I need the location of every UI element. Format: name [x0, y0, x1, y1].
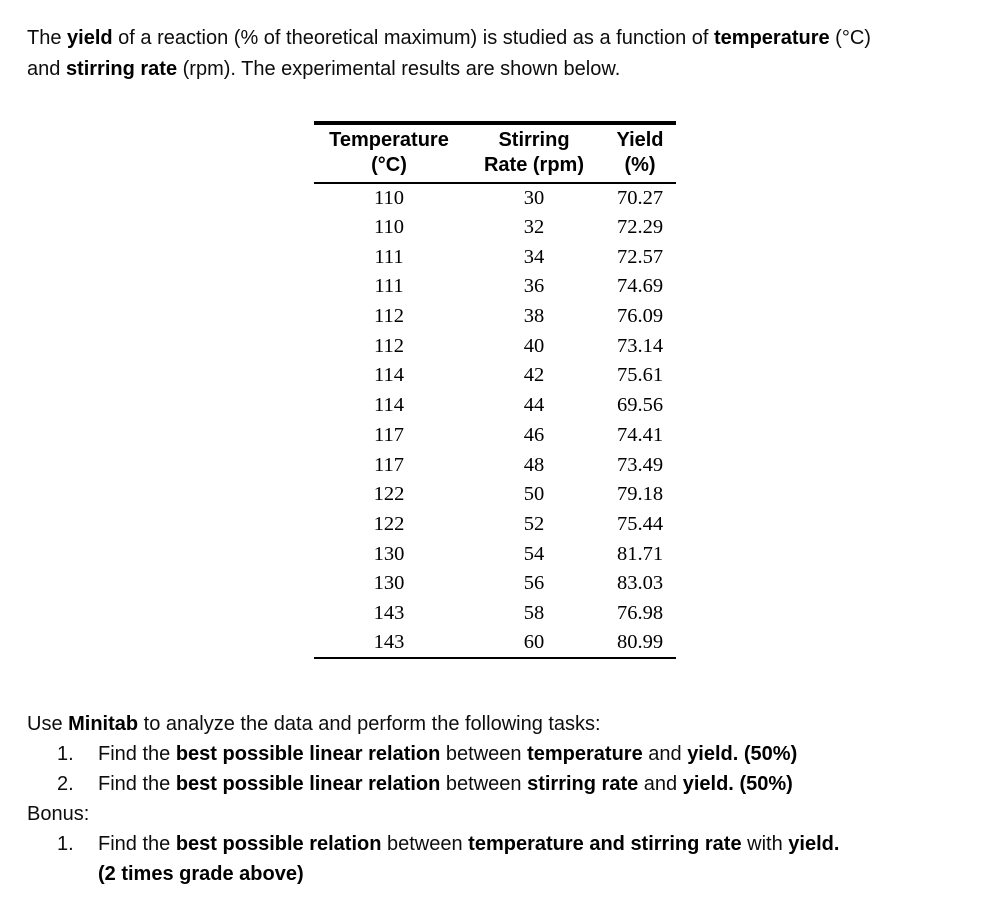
table-row: 117 48 73.49 — [314, 450, 676, 480]
table-cell: 122 — [373, 483, 405, 506]
table-cell: 112 — [374, 305, 404, 328]
column-header-temperature-line1: Temperature — [329, 129, 449, 151]
table-row: 122 50 79.18 — [314, 480, 676, 510]
task-item-1-text: Find the best possible linear relation b… — [98, 743, 798, 765]
bonus-item-1: 1. Find the best possible relation betwe… — [27, 829, 982, 889]
task-item-2-text: Find the best possible linear relation b… — [98, 773, 793, 795]
table-cell: 111 — [374, 275, 404, 298]
table-cell: 110 — [374, 186, 404, 209]
table-cell: 34 — [523, 245, 545, 268]
column-header-stirring-rate-line1: Stirring — [498, 129, 570, 151]
table-cell: 83.03 — [616, 572, 664, 595]
tasks-section: Use Minitab to analyze the data and perf… — [27, 709, 982, 889]
table-header-row: Temperature (°C) Stirring Rate (rpm) Yie… — [314, 123, 676, 183]
table-cell: 112 — [374, 334, 404, 357]
table-row: 114 44 69.56 — [314, 391, 676, 421]
table-header: Temperature (°C) Stirring Rate (rpm) Yie… — [314, 123, 676, 183]
table-cell: 74.69 — [616, 275, 664, 298]
column-header-yield: Yield (%) — [604, 123, 676, 183]
table-cell: 44 — [523, 394, 545, 417]
bonus-item-1-text: Find the best possible relation between … — [98, 829, 982, 889]
column-header-yield-line1: Yield — [616, 129, 664, 151]
table-cell: 143 — [373, 601, 405, 624]
table-cell: 80.99 — [616, 631, 664, 654]
task-item-2: 2. Find the best possible linear relatio… — [27, 769, 982, 799]
table-cell: 38 — [523, 305, 545, 328]
intro-line-1: The yield of a reaction (% of theoretica… — [27, 27, 871, 49]
table-cell: 56 — [523, 572, 545, 595]
task-item-1: 1. Find the best possible linear relatio… — [27, 739, 982, 769]
table-cell: 117 — [374, 423, 404, 446]
table-cell: 60 — [523, 631, 545, 654]
table-cell: 50 — [523, 483, 545, 506]
table-cell: 76.09 — [616, 305, 664, 328]
table-cell: 130 — [373, 542, 405, 565]
table-cell: 114 — [374, 394, 404, 417]
table-cell: 32 — [523, 216, 545, 239]
column-header-temperature: Temperature (°C) — [314, 123, 464, 183]
bonus-label: Bonus: — [27, 803, 90, 825]
table-cell: 130 — [373, 572, 405, 595]
column-header-stirring-rate-line2: Rate (rpm) — [483, 154, 584, 176]
table-row: 112 38 76.09 — [314, 302, 676, 332]
table-cell: 46 — [523, 423, 545, 446]
table-cell: 75.61 — [616, 364, 664, 387]
table-cell: 73.49 — [616, 453, 664, 476]
column-header-temperature-line2: (°C) — [371, 154, 407, 176]
table-cell: 48 — [523, 453, 545, 476]
table-row: 122 52 75.44 — [314, 510, 676, 540]
table-cell: 40 — [523, 334, 545, 357]
bonus-item-1-number: 1. — [57, 833, 74, 855]
table-cell: 69.56 — [616, 394, 664, 417]
intro-line-2: and stirring rate (rpm). The experimenta… — [27, 57, 621, 80]
table-row: 143 60 80.99 — [314, 628, 676, 658]
table-cell: 52 — [523, 512, 545, 535]
table-row: 143 58 76.98 — [314, 599, 676, 629]
results-table: Temperature (°C) Stirring Rate (rpm) Yie… — [314, 121, 676, 659]
table-cell: 54 — [523, 542, 545, 565]
table-row: 117 46 74.41 — [314, 421, 676, 451]
table-cell: 58 — [523, 601, 545, 624]
table-cell: 122 — [373, 512, 405, 535]
column-header-stirring-rate: Stirring Rate (rpm) — [464, 123, 604, 183]
table-cell: 75.44 — [616, 512, 664, 535]
table-cell: 117 — [374, 453, 404, 476]
table-cell: 36 — [523, 275, 545, 298]
table-body: 110 30 70.27 110 32 72.29 111 34 72.57 111 36 74.69… — [314, 183, 676, 658]
table-row: 110 32 72.29 — [314, 213, 676, 243]
column-header-yield-line2: (%) — [624, 154, 656, 176]
task-item-1-number: 1. — [57, 743, 74, 765]
table-cell: 143 — [373, 631, 405, 654]
table-row: 130 56 83.03 — [314, 569, 676, 599]
table-cell: 73.14 — [616, 334, 664, 357]
table-row: 111 36 74.69 — [314, 272, 676, 302]
bonus-item-1-line1: Find the best possible relation between … — [98, 833, 840, 855]
table-cell: 72.57 — [616, 245, 664, 268]
table-cell: 70.27 — [616, 186, 664, 209]
table-cell: 81.71 — [616, 542, 664, 565]
table-cell: 111 — [374, 245, 404, 268]
tasks-lead: Use Minitab to analyze the data and perf… — [27, 713, 601, 735]
table-cell: 30 — [523, 186, 545, 209]
table-row: 110 30 70.27 — [314, 183, 676, 213]
table-row: 130 54 81.71 — [314, 539, 676, 569]
table-row: 112 40 73.14 — [314, 331, 676, 361]
table-cell: 76.98 — [616, 601, 664, 624]
table-cell: 114 — [374, 364, 404, 387]
table-cell: 72.29 — [616, 216, 664, 239]
table-row: 114 42 75.61 — [314, 361, 676, 391]
results-table-grid: Temperature (°C) Stirring Rate (rpm) Yie… — [314, 121, 676, 659]
table-cell: 74.41 — [616, 423, 664, 446]
table-row: 111 34 72.57 — [314, 242, 676, 272]
task-item-2-number: 2. — [57, 773, 74, 795]
table-cell: 79.18 — [616, 483, 664, 506]
bonus-item-1-line2: (2 times grade above) — [98, 863, 304, 885]
intro-paragraph: The yield of a reaction (% of theoretica… — [27, 23, 982, 84]
table-cell: 42 — [523, 364, 545, 387]
table-cell: 110 — [374, 216, 404, 239]
